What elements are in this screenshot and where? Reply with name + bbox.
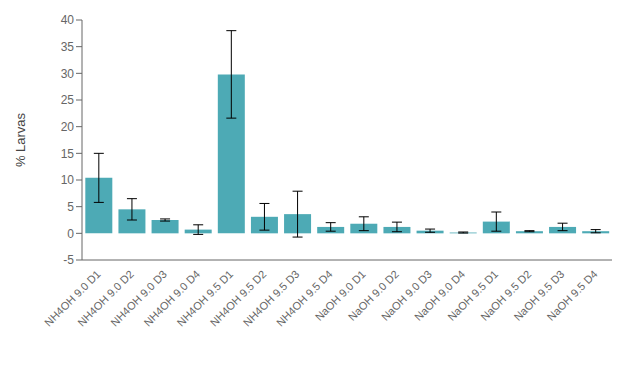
svg-text:NH4OH 9.0 D4: NH4OH 9.0 D4: [141, 268, 202, 329]
svg-text:20: 20: [61, 120, 75, 134]
svg-text:NH4OH 9.5 D1: NH4OH 9.5 D1: [175, 268, 236, 329]
svg-text:5: 5: [67, 200, 74, 214]
svg-text:30: 30: [61, 67, 75, 81]
svg-text:NaOH 9.0 D3: NaOH 9.0 D3: [378, 267, 435, 323]
svg-text:NH4OH 9.5 D2: NH4OH 9.5 D2: [208, 268, 269, 329]
svg-text:35: 35: [61, 40, 75, 54]
svg-text:NaOH 9.5 D1: NaOH 9.5 D1: [445, 267, 501, 323]
svg-text:NaOH 9.0 D2: NaOH 9.0 D2: [345, 267, 401, 323]
svg-text:NaOH 9.5 D4: NaOH 9.5 D4: [545, 268, 600, 323]
svg-text:NaOH 9.5 D2: NaOH 9.5 D2: [478, 267, 534, 323]
svg-text:NaOH 9.0 D1: NaOH 9.0 D1: [312, 267, 368, 323]
svg-text:-5: -5: [63, 253, 74, 267]
svg-text:NH4OH 9.0 D2: NH4OH 9.0 D2: [75, 268, 136, 329]
svg-text:NH4OH 9.5 D4: NH4OH 9.5 D4: [274, 268, 335, 329]
svg-text:NH4OH 9.0 D3: NH4OH 9.0 D3: [108, 268, 169, 329]
svg-text:0: 0: [67, 227, 74, 241]
svg-text:15: 15: [61, 147, 75, 161]
svg-text:NaOH 9.5 D3: NaOH 9.5 D3: [511, 267, 567, 323]
svg-text:% Larvas: % Larvas: [13, 112, 28, 167]
svg-text:NaOH 9.0 D4: NaOH 9.0 D4: [412, 267, 468, 323]
svg-text:25: 25: [61, 93, 75, 107]
svg-text:NH4OH 9.5 D3: NH4OH 9.5 D3: [241, 268, 302, 329]
svg-text:40: 40: [61, 13, 75, 27]
svg-text:NH4OH 9.0 D1: NH4OH 9.0 D1: [42, 268, 103, 329]
svg-text:10: 10: [61, 173, 75, 187]
